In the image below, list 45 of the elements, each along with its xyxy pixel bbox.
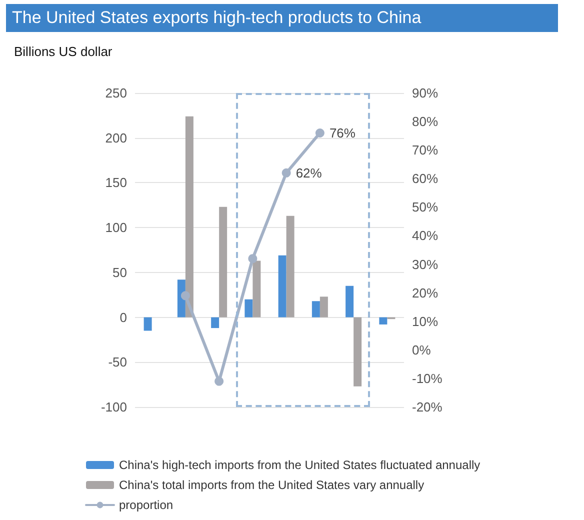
legend-label: proportion [119, 498, 174, 512]
y-tick-label: 100 [105, 220, 127, 236]
y-axis-title: Billions US dollar [14, 44, 112, 59]
y-tick-label: 0 [120, 310, 127, 325]
data-label: 76% [329, 125, 356, 140]
bar [252, 260, 261, 318]
bar [211, 317, 220, 328]
y2-tick-label: 80% [412, 114, 438, 130]
chart-title: The United States exports high-tech products to China [6, 4, 558, 32]
bar [320, 296, 328, 318]
y-tick-label: -100 [100, 400, 127, 414]
y2-tick-label: 40% [412, 228, 438, 244]
y2-tick-label: 90% [412, 86, 438, 100]
bar [219, 206, 228, 318]
y-tick-label: 200 [105, 130, 127, 146]
bar [354, 317, 362, 386]
bar [278, 255, 286, 318]
point [214, 376, 224, 386]
bar [244, 299, 253, 318]
y2-tick-label: 10% [412, 314, 438, 329]
y2-tick-label: 50% [412, 200, 438, 215]
y-tick-label: -50 [108, 354, 127, 370]
y2-tick-label: 30% [412, 256, 438, 272]
point [315, 128, 324, 138]
legend-label: China's high-tech imports from the United States fluctuated annually [119, 458, 480, 472]
bar [346, 286, 354, 318]
point [282, 168, 291, 178]
point [180, 291, 190, 300]
point [248, 254, 258, 264]
y2-tick-label: -20% [412, 400, 443, 414]
y2-tick-label: -10% [412, 370, 443, 386]
bar [144, 317, 152, 331]
legend-label: China's total imports from the United States vary annually [119, 478, 424, 492]
bar [185, 116, 194, 318]
bar [312, 301, 320, 318]
y2-tick-label: 0% [412, 342, 432, 358]
y2-tick-label: 60% [412, 171, 438, 186]
bar [379, 317, 388, 324]
data-label: 62% [296, 165, 322, 180]
y2-tick-label: 70% [412, 142, 438, 158]
y-tick-label: 150 [105, 175, 127, 190]
y-tick-label: 250 [105, 86, 127, 100]
y-tick-label: 50 [112, 264, 127, 280]
y2-tick-label: 20% [412, 285, 438, 300]
bar [286, 216, 294, 318]
